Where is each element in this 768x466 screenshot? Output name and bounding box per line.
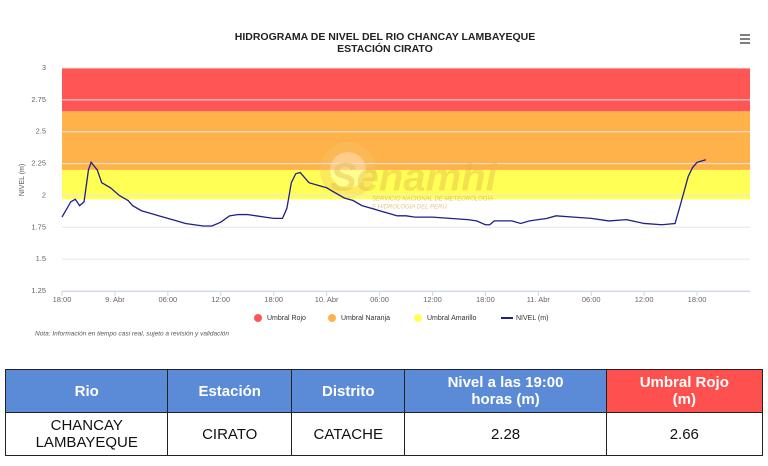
legend-label: NIVEL (m) xyxy=(516,315,548,322)
table-header: Distrito xyxy=(290,369,406,413)
y-tick-label: 1.75 xyxy=(31,222,46,231)
y-tick-label: 2.25 xyxy=(31,159,46,168)
y-tick-label: 3 xyxy=(42,63,46,72)
y-tick-label: 2.5 xyxy=(36,127,46,136)
x-tick-label: 06:00 xyxy=(370,295,389,304)
data-line xyxy=(61,159,707,227)
watermark-text: SERVICIO NACIONAL DE METEOROLOGÍA xyxy=(372,196,493,203)
x-tick-label: 12:00 xyxy=(635,295,654,304)
legend-symbol xyxy=(254,314,262,322)
watermark-logo xyxy=(320,142,376,198)
x-tick-label: 06:00 xyxy=(158,295,177,304)
legend-label: Umbral Rojo xyxy=(267,315,306,322)
chart: HIDROGRAMA DE NIVEL DEL RIO CHANCAY LAMB… xyxy=(19,31,750,338)
x-tick-label: 9. Abr xyxy=(105,295,125,304)
y-axis-label: NIVEL (m) xyxy=(19,164,26,196)
table-header: Rio xyxy=(4,369,169,413)
threshold-band xyxy=(62,169,750,200)
chart-title: HIDROGRAMA DE NIVEL DEL RIO CHANCAY LAMB… xyxy=(235,31,535,43)
note: Nota: Información en tiempo casi real, s… xyxy=(35,331,229,338)
y-tick-label: 2 xyxy=(42,190,46,199)
table-header: Estación xyxy=(167,369,292,413)
x-tick-label: 18:00 xyxy=(53,295,72,304)
legend-label: Umbral Naranja xyxy=(341,315,390,322)
legend-symbol xyxy=(414,314,422,322)
legend-label: Umbral Amarillo xyxy=(427,315,477,322)
threshold-band xyxy=(62,68,750,112)
x-tick-label: 12:00 xyxy=(211,295,230,304)
table-cell: CIRATO xyxy=(167,412,292,456)
summary-table: Rio Estación Distrito Nivel a las 19:00 hor… xyxy=(4,369,764,456)
x-tick-label: 18:00 xyxy=(476,295,495,304)
watermark-text: Senamhi xyxy=(330,156,498,200)
x-tick-label: 10. Abr xyxy=(315,295,339,304)
menu-icon[interactable] xyxy=(740,34,750,44)
table-header: Umbral Rojo (m) xyxy=(605,369,764,413)
y-tick-label: 2.75 xyxy=(31,95,46,104)
x-tick-label: 06:00 xyxy=(582,295,601,304)
watermark-text: E HIDROLOGÍA DEL PERÚ xyxy=(372,204,447,211)
table-body: CHANCAY LAMBAYEQUE CIRATO CATACHE 2.28 2.66 xyxy=(4,412,764,456)
x-tick-label: 12:00 xyxy=(423,295,442,304)
table-row: CHANCAY LAMBAYEQUE CIRATO CATACHE 2.28 2.66 xyxy=(4,412,764,456)
chart-subtitle: ESTACIÓN CIRATO xyxy=(337,42,433,55)
x-tick-label: 18:00 xyxy=(264,295,283,304)
header-row: Rio Estación Distrito Nivel a las 19:00 hor… xyxy=(4,369,764,413)
table-cell: 2.66 xyxy=(605,412,764,456)
x-tick-label: 11. Abr xyxy=(527,295,551,304)
table-header: Nivel a las 19:00 horas (m) xyxy=(404,369,607,413)
table-cell: CHANCAY LAMBAYEQUE xyxy=(4,412,169,456)
threshold-band xyxy=(62,111,750,170)
y-tick-label: 1.5 xyxy=(36,254,46,263)
x-tick-label: 18:00 xyxy=(688,295,707,304)
y-tick-label: 1.25 xyxy=(31,286,46,295)
table-cell: 2.28 xyxy=(404,412,607,456)
table-cell: CATACHE xyxy=(290,412,406,456)
legend-symbol xyxy=(328,314,336,322)
